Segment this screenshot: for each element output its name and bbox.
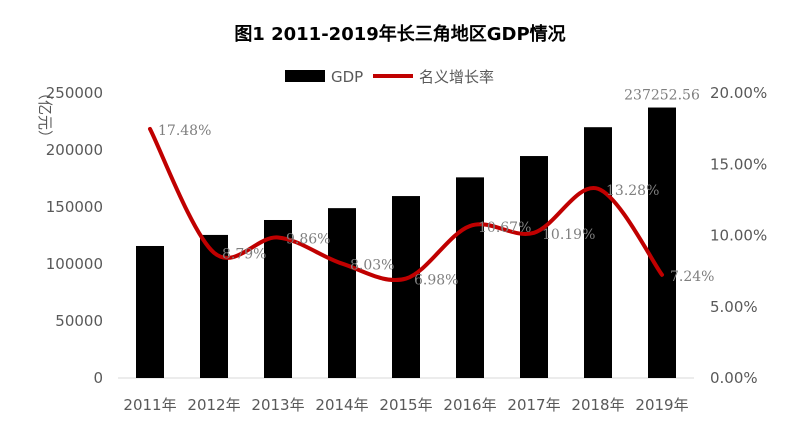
growth-data-label: 9.86% (286, 231, 330, 247)
x-tick-label: 2014年 (315, 396, 368, 414)
growth-data-label: 8.79% (222, 247, 266, 263)
right-tick-label: 15.00% (710, 155, 767, 173)
right-tick-label: 10.00% (710, 227, 767, 245)
growth-data-label: 17.48% (158, 123, 211, 139)
right-tick-label: 20.00% (710, 84, 767, 102)
left-tick-label: 100000 (46, 255, 103, 273)
legend-gdp-swatch (285, 70, 325, 82)
left-tick-label: 200000 (46, 141, 103, 159)
growth-data-label: 10.67% (478, 220, 531, 236)
x-tick-label: 2016年 (443, 396, 496, 414)
right-tick-label: 0.00% (710, 369, 758, 387)
x-tick-label: 2011年 (123, 396, 176, 414)
legend: GDP 名义增长率 (285, 68, 494, 86)
gdp-data-label: 237252.56 (624, 88, 700, 104)
chart-title: 图1 2011-2019年长三角地区GDP情况 (234, 23, 565, 45)
gdp-bar (456, 177, 484, 378)
left-tick-label: 250000 (46, 84, 103, 102)
growth-data-label: 10.19% (542, 227, 595, 243)
legend-growth-label: 名义增长率 (419, 68, 494, 86)
left-tick-label: 0 (93, 369, 103, 387)
gdp-bar (136, 246, 164, 378)
left-tick-label: 50000 (55, 312, 103, 330)
x-tick-label: 2012年 (187, 396, 240, 414)
x-tick-label: 2017年 (507, 396, 560, 414)
x-tick-label: 2015年 (379, 396, 432, 414)
x-tick-label: 2013年 (251, 396, 304, 414)
growth-data-label: 8.03% (350, 258, 394, 274)
gdp-bar (520, 156, 548, 378)
growth-data-label: 7.24% (670, 269, 714, 285)
growth-data-label: 13.28% (606, 183, 659, 199)
gdp-bar (648, 108, 676, 378)
x-tick-label: 2018年 (571, 396, 624, 414)
growth-data-label: 6.98% (414, 273, 458, 289)
gdp-bar (584, 127, 612, 378)
x-tick-label: 2019年 (635, 396, 688, 414)
gdp-bar (328, 208, 356, 378)
left-tick-label: 150000 (46, 198, 103, 216)
legend-gdp-label: GDP (331, 68, 363, 86)
right-tick-label: 5.00% (710, 298, 758, 316)
